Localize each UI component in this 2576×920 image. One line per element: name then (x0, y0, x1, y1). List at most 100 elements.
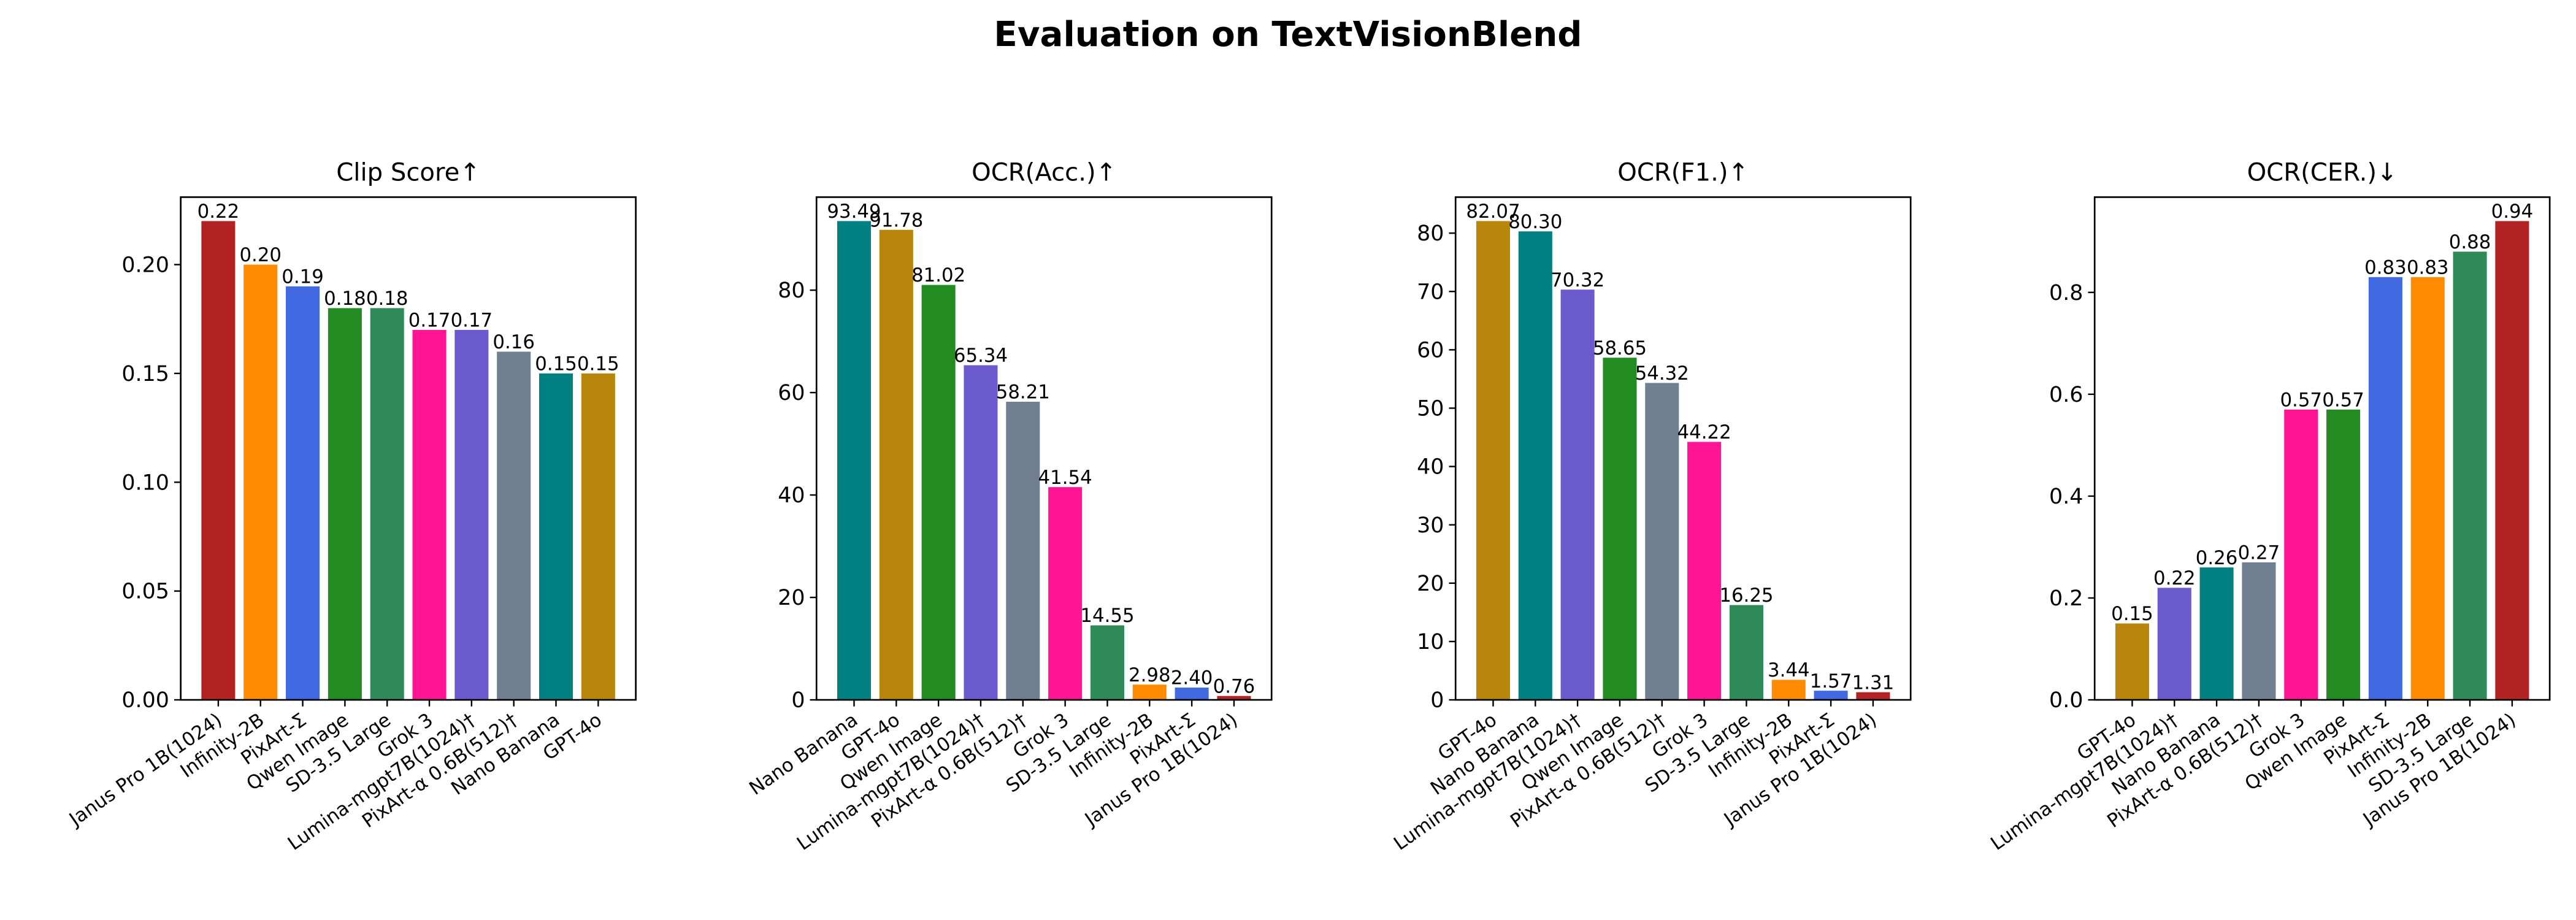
bar (286, 286, 320, 700)
bar (964, 365, 998, 700)
bar (1175, 688, 1209, 700)
figure-title: Evaluation on TextVisionBlend (994, 15, 1582, 55)
data-label: 82.07 (1466, 201, 1520, 223)
bar (1217, 696, 1251, 700)
y-tick-label: 0 (791, 688, 805, 713)
y-tick-label: 0.10 (121, 470, 169, 495)
y-tick-label: 20 (778, 586, 805, 610)
data-label: 0.16 (493, 331, 535, 353)
data-label: 0.18 (366, 288, 408, 310)
y-tick-label: 0.0 (2049, 688, 2083, 713)
bar (1729, 605, 1763, 700)
data-label: 0.19 (282, 266, 324, 288)
y-tick-label: 50 (1417, 397, 1444, 421)
data-label: 2.40 (1171, 667, 1213, 689)
bar (2326, 409, 2361, 700)
data-label: 44.22 (1677, 421, 1731, 443)
data-label: 58.21 (996, 381, 1050, 404)
bar (1771, 680, 1806, 700)
y-tick-label: 70 (1417, 280, 1444, 304)
panel-4: OCR(CER.)↓0.15GPT-4o0.22Lumina-mgpt7B(10… (1987, 159, 2551, 855)
data-label: 3.44 (1768, 659, 1810, 681)
bar (1560, 289, 1595, 700)
bar (1132, 684, 1167, 700)
y-tick-label: 0.20 (121, 253, 169, 277)
data-label: 80.30 (1508, 211, 1562, 233)
data-label: 41.54 (1038, 467, 1092, 489)
bar (1645, 383, 1679, 700)
bar (837, 221, 872, 700)
data-label: 91.78 (869, 209, 923, 231)
data-label: 70.32 (1551, 269, 1604, 291)
y-tick-label: 80 (778, 278, 805, 303)
y-tick-label: 40 (1417, 455, 1444, 480)
data-label: 0.17 (451, 310, 493, 332)
bar (454, 329, 489, 700)
bar (1856, 692, 1890, 700)
y-tick-label: 60 (1417, 338, 1444, 362)
bar (879, 229, 913, 700)
bar (2453, 251, 2487, 700)
bar (1048, 487, 1083, 700)
data-label: 0.83 (2364, 256, 2407, 278)
bar (2410, 277, 2445, 700)
bar (1814, 691, 1848, 700)
data-label: 0.20 (239, 244, 282, 266)
data-label: 0.94 (2491, 201, 2534, 223)
axes-frame (180, 196, 637, 701)
bar (243, 264, 278, 700)
y-tick-label: 40 (778, 483, 805, 508)
y-tick-label: 0.05 (121, 580, 169, 604)
data-label: 0.22 (2153, 567, 2196, 589)
axes-frame (1454, 196, 1912, 701)
data-label: 0.83 (2407, 256, 2449, 278)
bar (201, 221, 236, 700)
bar (1518, 231, 1552, 700)
y-tick-label: 0.8 (2049, 281, 2083, 305)
data-label: 0.26 (2196, 547, 2238, 569)
y-tick-label: 0 (1430, 688, 1444, 713)
bar (1603, 358, 1637, 700)
data-label: 0.22 (197, 201, 240, 223)
bar (328, 308, 362, 700)
y-tick-label: 30 (1417, 513, 1444, 538)
y-tick-label: 20 (1417, 572, 1444, 596)
bar (539, 373, 573, 700)
data-label: 0.57 (2322, 389, 2364, 411)
y-tick-label: 0.00 (121, 688, 169, 713)
data-label: 54.32 (1635, 362, 1689, 385)
y-tick-label: 0.6 (2049, 383, 2083, 407)
bar (2157, 588, 2191, 700)
bar (497, 351, 531, 700)
y-tick-label: 0.15 (121, 362, 169, 386)
bar (1006, 402, 1040, 700)
data-label: 0.15 (535, 353, 577, 375)
data-label: 0.27 (2238, 542, 2280, 564)
data-label: 0.88 (2449, 231, 2491, 253)
data-label: 58.65 (1593, 337, 1647, 359)
data-label: 81.02 (911, 264, 965, 286)
data-label: 0.15 (577, 353, 619, 375)
data-label: 0.76 (1213, 675, 1255, 697)
data-label: 0.15 (2111, 603, 2153, 625)
data-label: 93.49 (827, 201, 881, 223)
bar (370, 308, 404, 700)
panel-title: OCR(F1.)↑ (1617, 159, 1749, 187)
bar (2284, 409, 2318, 700)
bar (1687, 442, 1722, 700)
y-tick-label: 60 (778, 381, 805, 405)
bar (581, 373, 615, 700)
y-tick-label: 0.2 (2049, 586, 2083, 611)
y-tick-label: 80 (1417, 221, 1444, 246)
data-label: 1.31 (1852, 672, 1895, 694)
bar (2115, 623, 2149, 700)
data-label: 0.17 (408, 310, 451, 332)
y-tick-label: 0.4 (2049, 485, 2083, 509)
bar (921, 285, 956, 700)
bar (2368, 277, 2402, 700)
bar (1476, 221, 1511, 700)
